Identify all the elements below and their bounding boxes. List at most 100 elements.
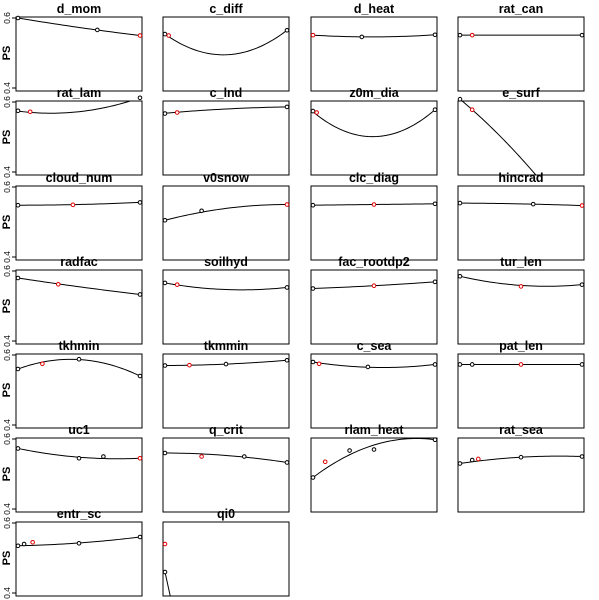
data-point — [457, 200, 463, 206]
data-point — [15, 275, 21, 281]
panel-title: pat_len — [499, 339, 543, 353]
panel-title: tkhmin — [59, 339, 100, 353]
panel-frame — [310, 437, 438, 513]
panel-frame — [457, 437, 585, 513]
data-point — [359, 34, 365, 40]
panel-title: d_heat — [354, 2, 395, 16]
data-point — [242, 454, 247, 459]
panel: hincrad — [457, 171, 585, 261]
panel-frame — [15, 269, 143, 345]
data-point — [432, 362, 438, 367]
panel-frame — [162, 269, 290, 345]
highlight-point — [27, 109, 33, 115]
data-point — [310, 108, 316, 114]
series-line — [164, 204, 288, 221]
panel-title: radfac — [60, 255, 98, 269]
panel: q_crit — [162, 423, 290, 513]
panel-title: rat_can — [499, 2, 543, 16]
panel-title: fac_rootdp2 — [338, 255, 410, 269]
panel-frame — [162, 185, 290, 261]
panel: qi0 — [162, 507, 290, 597]
series-line — [17, 277, 141, 295]
panel-title: z0m_dia — [349, 86, 399, 100]
panel: d_mom 0.4 0.6 PS — [1, 2, 143, 94]
panel-frame — [15, 353, 143, 429]
data-point — [518, 454, 524, 460]
highlight-point — [314, 110, 319, 115]
series-line — [164, 29, 288, 56]
highlight-point — [518, 284, 524, 289]
series-line — [164, 452, 288, 463]
panel-title: e_surf — [502, 86, 540, 100]
highlight-point — [284, 202, 290, 207]
panel: c_diff — [162, 2, 290, 92]
panel-title: cloud_num — [46, 171, 113, 185]
highlight-point — [199, 454, 204, 459]
y-axis-label: PS — [1, 383, 13, 398]
data-point — [310, 202, 316, 208]
data-point — [469, 362, 475, 367]
series-line — [17, 17, 141, 36]
data-point — [15, 202, 21, 208]
series-line — [312, 109, 436, 138]
panel-title: hincrad — [498, 171, 543, 185]
panel: cloud_num 0.4 0.6 PS — [1, 171, 143, 263]
panel-frame — [162, 437, 290, 513]
panel-title: c_diff — [209, 2, 243, 16]
data-point — [457, 362, 463, 367]
highlight-point — [187, 362, 192, 368]
highlight-point — [469, 107, 475, 112]
data-point — [76, 356, 82, 362]
data-point — [284, 460, 290, 465]
data-point — [457, 461, 463, 466]
data-point — [76, 541, 82, 546]
panel: radfac 0.4 0.6 PS — [1, 255, 143, 347]
series-line — [312, 361, 436, 368]
panel-frame — [162, 16, 290, 92]
data-point — [457, 273, 463, 279]
data-point — [199, 208, 204, 214]
data-point — [432, 107, 438, 112]
data-point — [432, 279, 438, 285]
highlight-point — [40, 361, 45, 367]
panel-title: qi0 — [217, 507, 235, 521]
panel-title: entr_sc — [57, 507, 102, 521]
panel-frame — [15, 16, 143, 92]
y-tick-label: 0.4 — [2, 251, 12, 263]
panel-frame — [15, 185, 143, 261]
data-point — [137, 200, 143, 205]
panel-frame — [15, 521, 143, 597]
highlight-point — [174, 110, 180, 115]
panel-frame — [457, 185, 585, 261]
panel-title: uc1 — [68, 423, 90, 437]
y-axis-label: PS — [1, 46, 13, 61]
highlight-point — [137, 455, 143, 461]
data-point — [15, 543, 21, 549]
panel-frame — [457, 16, 585, 92]
panel-title: tur_len — [500, 255, 542, 269]
data-point — [15, 446, 21, 451]
panel-frame — [162, 521, 290, 597]
y-tick-label: 0.6 — [2, 433, 12, 445]
series-line — [312, 438, 436, 478]
panel-frame — [15, 100, 143, 176]
data-point — [579, 32, 585, 38]
panel-frame — [310, 185, 438, 261]
panel-frame — [310, 353, 438, 429]
data-point — [310, 475, 316, 480]
panel-title: soilhyd — [204, 255, 248, 269]
panel: tkmmin — [162, 339, 290, 429]
panel-title: rat_lam — [57, 86, 101, 100]
data-point — [95, 27, 100, 33]
panel: c_sea — [310, 339, 438, 429]
panel-frame — [162, 100, 290, 176]
y-axis-label: PS — [1, 551, 13, 566]
data-point — [530, 201, 536, 207]
data-point — [15, 15, 21, 21]
panel-frame — [15, 437, 143, 513]
highlight-point — [322, 459, 328, 465]
y-tick-label: 0.4 — [2, 503, 12, 515]
data-point — [162, 569, 168, 575]
panel: pat_len — [457, 339, 585, 429]
